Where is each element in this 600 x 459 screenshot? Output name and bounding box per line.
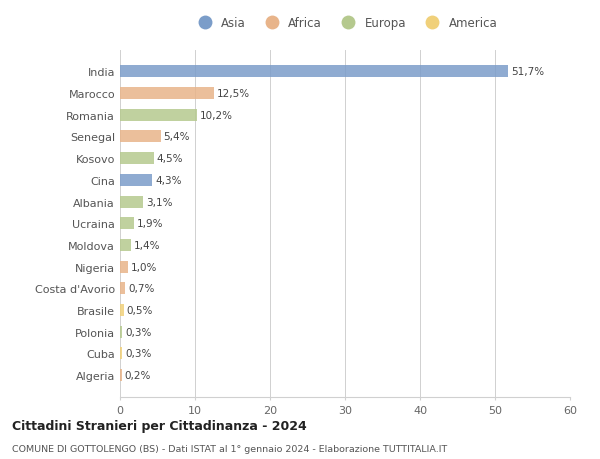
Bar [120, 174, 152, 186]
Text: 3,1%: 3,1% [146, 197, 173, 207]
Bar [120, 261, 128, 273]
Legend: Asia, Africa, Europa, America: Asia, Africa, Europa, America [190, 15, 500, 33]
Bar [120, 326, 122, 338]
Text: 51,7%: 51,7% [511, 67, 544, 77]
Text: 10,2%: 10,2% [199, 111, 233, 121]
Text: 1,4%: 1,4% [133, 241, 160, 251]
Text: 4,5%: 4,5% [157, 154, 183, 164]
Text: 0,2%: 0,2% [125, 370, 151, 381]
Text: 1,9%: 1,9% [137, 219, 164, 229]
Bar [120, 283, 125, 295]
Text: 0,7%: 0,7% [128, 284, 155, 294]
Bar [120, 153, 154, 165]
Bar [120, 196, 143, 208]
Bar [120, 304, 124, 316]
Text: 5,4%: 5,4% [163, 132, 190, 142]
Text: 0,3%: 0,3% [125, 327, 152, 337]
Text: COMUNE DI GOTTOLENGO (BS) - Dati ISTAT al 1° gennaio 2024 - Elaborazione TUTTITA: COMUNE DI GOTTOLENGO (BS) - Dati ISTAT a… [12, 444, 447, 453]
Bar [120, 240, 131, 252]
Text: 12,5%: 12,5% [217, 89, 250, 99]
Bar [120, 110, 197, 122]
Text: 0,3%: 0,3% [125, 349, 152, 358]
Text: 0,5%: 0,5% [127, 305, 153, 315]
Bar [120, 66, 508, 78]
Text: 4,3%: 4,3% [155, 175, 182, 185]
Text: 1,0%: 1,0% [131, 262, 157, 272]
Bar [120, 348, 122, 360]
Bar [120, 88, 214, 100]
Bar [120, 131, 161, 143]
Text: Cittadini Stranieri per Cittadinanza - 2024: Cittadini Stranieri per Cittadinanza - 2… [12, 419, 307, 432]
Bar [120, 218, 134, 230]
Bar [120, 369, 121, 381]
